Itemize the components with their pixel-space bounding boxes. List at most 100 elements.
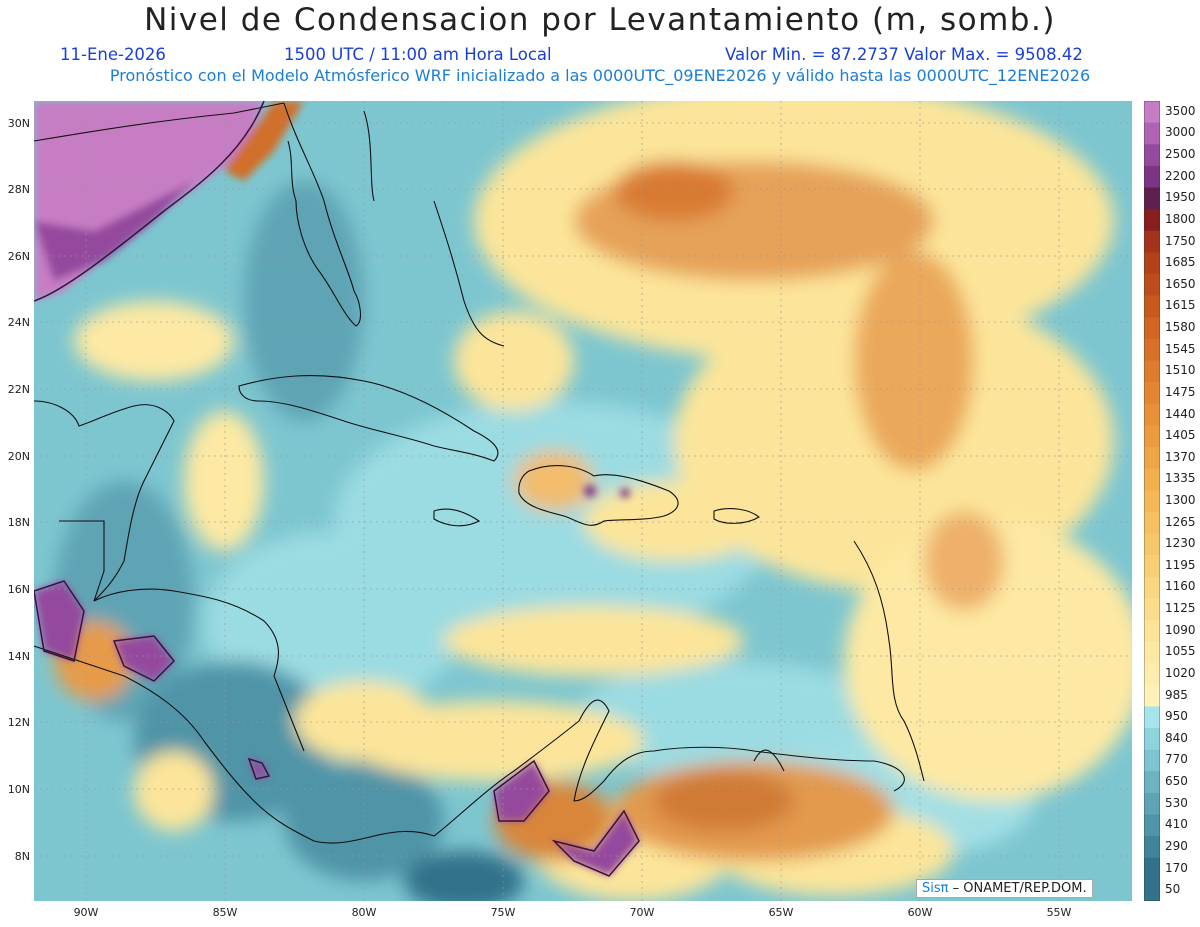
legend-label: 1510 xyxy=(1165,363,1196,378)
lon-label: 55W xyxy=(1046,906,1072,919)
legend-swatch xyxy=(1144,490,1160,513)
legend-swatch xyxy=(1144,295,1160,318)
lat-label: 22N xyxy=(7,383,30,396)
legend-swatch xyxy=(1144,122,1160,145)
legend-swatch xyxy=(1144,749,1160,772)
coastlines xyxy=(34,102,925,844)
legend-swatch xyxy=(1144,144,1160,167)
forecast-time: 1500 UTC / 11:00 am Hora Local xyxy=(284,45,552,64)
lat-label: 28N xyxy=(7,183,30,196)
legend-swatch xyxy=(1144,165,1160,188)
legend-label: 290 xyxy=(1165,838,1188,853)
legend-label: 1300 xyxy=(1165,493,1196,507)
legend-swatch xyxy=(1144,684,1160,707)
lat-label: 20N xyxy=(7,450,30,463)
lon-label: 60W xyxy=(907,906,933,919)
legend-label: 1750 xyxy=(1165,233,1196,248)
legend-swatch xyxy=(1144,879,1160,901)
legend-label: 1020 xyxy=(1165,665,1196,680)
lon-label: 75W xyxy=(490,906,516,919)
legend-label: 1125 xyxy=(1165,601,1196,616)
lon-label: 70W xyxy=(629,906,655,919)
legend-swatch xyxy=(1144,446,1160,470)
lon-label: 85W xyxy=(212,906,238,919)
legend-swatch xyxy=(1144,230,1160,253)
legend-swatch xyxy=(1144,533,1160,556)
lat-label: 24N xyxy=(7,316,30,329)
legend-label: 985 xyxy=(1165,687,1188,702)
legend-label: 1475 xyxy=(1165,384,1196,399)
legend-label: 1090 xyxy=(1165,622,1196,637)
min-max-values: Valor Min. = 87.2737 Valor Max. = 9508.4… xyxy=(725,45,1083,64)
legend-swatch xyxy=(1144,728,1160,751)
legend-label: 170 xyxy=(1165,860,1188,875)
sispi-logo: Sisπ xyxy=(922,881,949,896)
lat-label: 14N xyxy=(7,650,30,663)
legend-swatch xyxy=(1144,425,1160,448)
legend-swatch xyxy=(1144,555,1160,578)
legend-swatch xyxy=(1144,836,1160,859)
legend-swatch xyxy=(1144,663,1160,686)
legend-label: 1195 xyxy=(1165,557,1196,572)
legend-swatch xyxy=(1144,792,1160,816)
legend-swatch xyxy=(1144,619,1160,643)
credit-box: Sisπ – ONAMET/REP.DOM. xyxy=(916,879,1093,898)
legend-label: 1950 xyxy=(1165,190,1196,205)
legend-label: 1265 xyxy=(1165,514,1196,529)
legend-swatch xyxy=(1144,771,1160,794)
high-lcl-areas xyxy=(34,101,639,876)
legend-label: 840 xyxy=(1165,730,1188,745)
legend-label: 1615 xyxy=(1165,298,1196,313)
legend-swatch xyxy=(1144,576,1160,599)
legend-label: 1335 xyxy=(1165,471,1196,486)
legend-label: 1685 xyxy=(1165,255,1196,270)
legend-label: 650 xyxy=(1165,774,1188,789)
credit-text: – ONAMET/REP.DOM. xyxy=(952,881,1087,896)
legend-label: 410 xyxy=(1165,817,1188,832)
lon-label: 90W xyxy=(73,906,99,919)
legend-swatch xyxy=(1144,641,1160,664)
lat-label: 26N xyxy=(7,250,30,263)
legend-swatch xyxy=(1144,209,1160,232)
legend-swatch xyxy=(1144,814,1160,837)
legend-swatch xyxy=(1144,187,1160,210)
map-title: Nivel de Condensacion por Levantamiento … xyxy=(144,2,1056,38)
lat-label: 12N xyxy=(7,716,30,729)
lon-label: 80W xyxy=(351,906,377,919)
lat-label: 16N xyxy=(7,583,30,596)
legend-label: 2500 xyxy=(1165,147,1196,162)
legend-label: 770 xyxy=(1165,752,1188,767)
legend-label: 950 xyxy=(1165,709,1188,724)
legend-label: 1370 xyxy=(1165,449,1196,464)
legend-label: 1230 xyxy=(1165,536,1196,551)
legend-label: 1650 xyxy=(1165,276,1196,291)
lat-label: 8N xyxy=(14,850,30,863)
legend-swatch xyxy=(1144,360,1160,383)
legend-swatch xyxy=(1144,403,1160,426)
legend-swatch xyxy=(1144,273,1160,297)
lat-label: 18N xyxy=(7,516,30,529)
legend-label: 1055 xyxy=(1165,644,1196,659)
contours-purple xyxy=(34,101,640,877)
legend-label: 1405 xyxy=(1165,428,1196,443)
color-legend xyxy=(1144,101,1160,901)
legend-label: 2200 xyxy=(1165,168,1196,183)
legend-swatch xyxy=(1144,706,1160,729)
legend-swatch xyxy=(1144,511,1160,534)
legend-swatch xyxy=(1144,252,1160,275)
legend-label: 1160 xyxy=(1165,579,1196,594)
legend-label: 3500 xyxy=(1165,103,1196,118)
lon-label: 65W xyxy=(768,906,794,919)
legend-label: 530 xyxy=(1165,795,1188,810)
forecast-date: 11-Ene-2026 xyxy=(60,45,166,64)
legend-swatch xyxy=(1144,598,1160,621)
legend-swatch xyxy=(1144,317,1160,340)
legend-label: 1800 xyxy=(1165,211,1196,226)
lat-label: 10N xyxy=(7,783,30,796)
legend-swatch xyxy=(1144,857,1160,880)
legend-swatch xyxy=(1144,101,1160,124)
legend-swatch xyxy=(1144,382,1160,405)
legend-label: 1440 xyxy=(1165,406,1196,421)
legend-label: 50 xyxy=(1165,882,1181,897)
lcl-map xyxy=(34,101,1132,901)
